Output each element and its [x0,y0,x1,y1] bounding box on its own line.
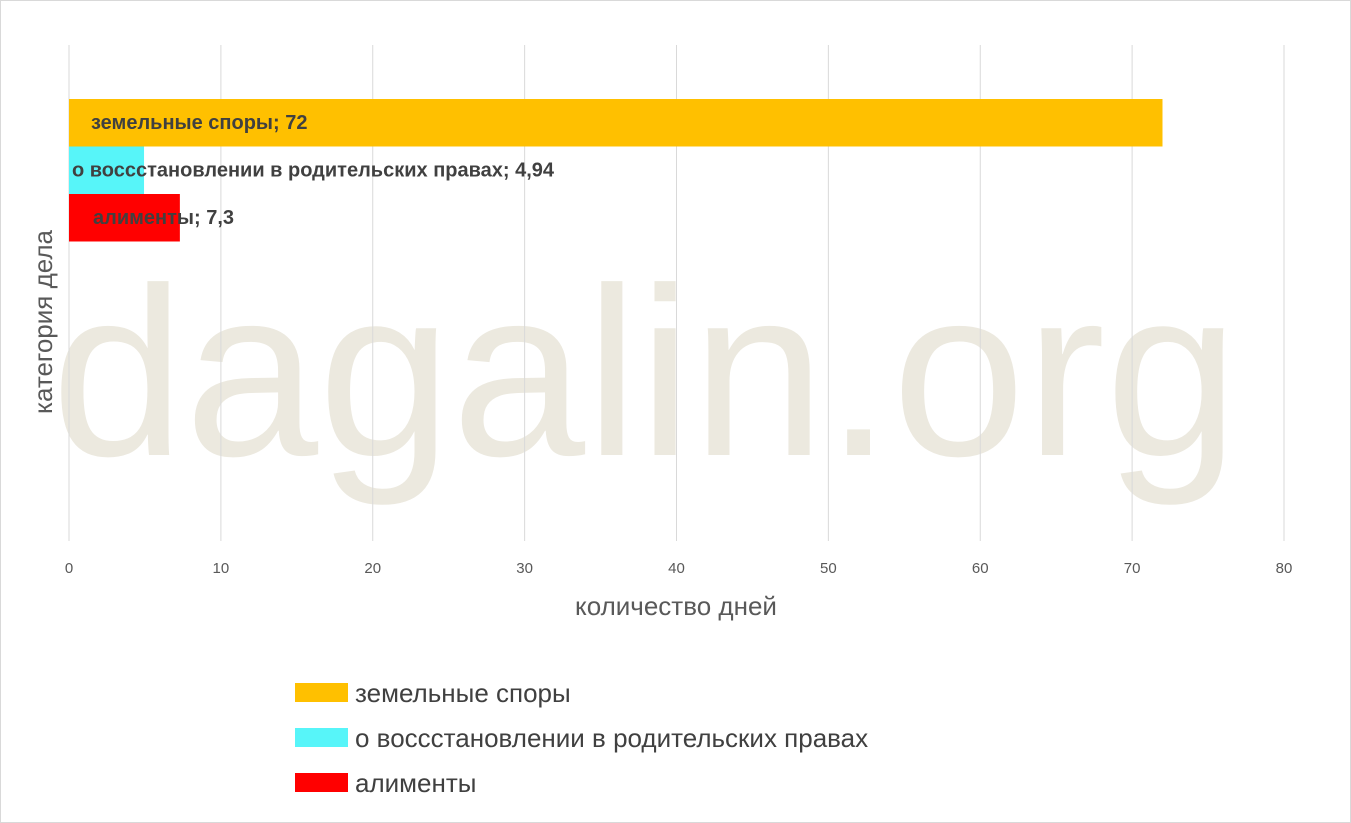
legend-label-3: алименты [355,768,476,798]
legend-label-1: земельные споры [355,678,571,708]
data-label-3: алименты; 7,3 [93,207,234,229]
x-tick-label-20: 20 [364,560,381,577]
x-tick-label-70: 70 [1124,560,1141,577]
x-tick-label-0: 0 [65,560,73,577]
bars [69,99,1163,242]
x-tick-label-40: 40 [668,560,685,577]
x-axis-ticks: 0 10 20 30 40 50 60 70 80 [65,560,1293,577]
x-axis-title: количество дней [575,591,777,621]
watermark-text: dagalin.org [51,238,1239,506]
legend-swatch-1 [295,683,348,702]
y-axis-title: категория дела [28,229,58,414]
bar-2 [69,146,145,194]
legend: земельные споры о воссстановлении в родит… [295,678,868,798]
bar-3 [69,194,180,242]
data-label-2: о воссстановлении в родительских правах;… [72,160,555,182]
legend-swatch-2 [295,728,348,747]
bar-1 [69,99,1163,147]
legend-label-2: о воссстановлении в родительских правах [355,723,868,753]
data-label-1: земельные споры; 72 [91,112,307,134]
data-labels: земельные споры; 72 о воссстановлении в р… [72,112,555,229]
x-tick-label-50: 50 [820,560,837,577]
x-tick-label-60: 60 [972,560,989,577]
x-tick-label-80: 80 [1276,560,1293,577]
legend-swatch-3 [295,773,348,792]
x-tick-label-10: 10 [213,560,230,577]
x-tick-label-30: 30 [516,560,533,577]
